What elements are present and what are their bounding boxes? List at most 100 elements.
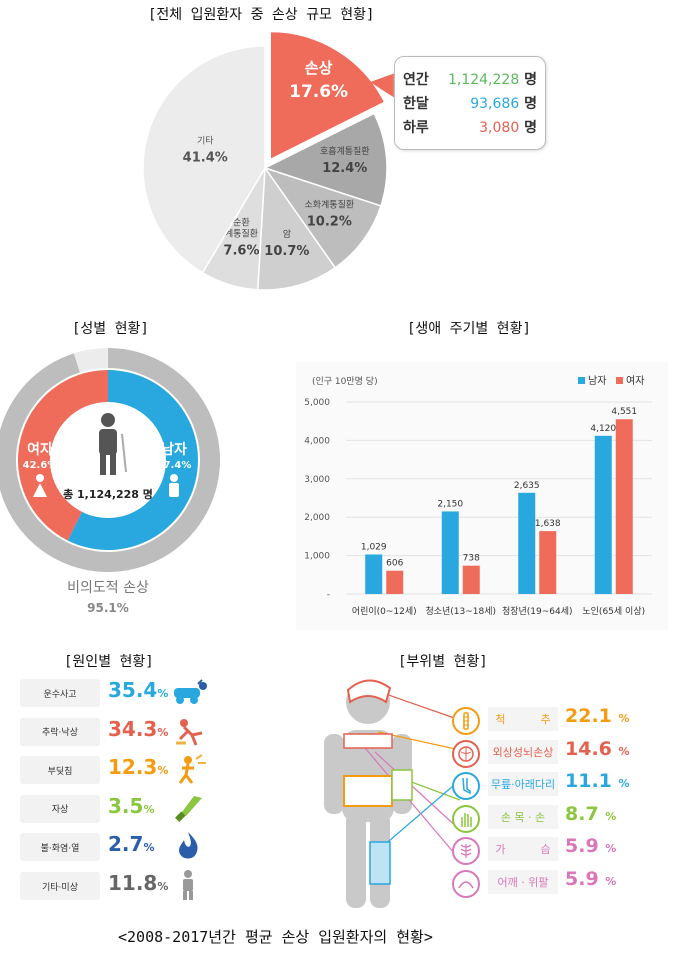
chest-icon (452, 837, 480, 865)
pie-slice-0 (269, 30, 386, 161)
bodypart-value: 11.1 % (565, 770, 630, 792)
bar-0-1 (441, 511, 459, 594)
pie-slice-value: 10.7% (264, 244, 309, 259)
person-icon (172, 869, 208, 901)
cause-label: 운수사고 (20, 679, 100, 707)
bar-value-label: 738 (463, 554, 480, 564)
summary-value: 1,124,228 명 (447, 72, 537, 88)
bar-unit-note: (인구 10만명 당) (312, 376, 378, 387)
pie-slice-value: 10.2% (307, 215, 352, 230)
gender-value: 42.6% (23, 460, 58, 471)
bar-1-1 (462, 565, 480, 594)
cause-row: 운수사고 35.4% (20, 676, 215, 710)
bodypart-label: 무릎·아래다리 (488, 772, 558, 796)
donut-hole (50, 402, 166, 518)
summary-label: 하루 (403, 120, 429, 136)
body-figure (324, 679, 461, 908)
summary-row: 연간 1,124,228 명 (403, 67, 537, 91)
bodypart-row: 척 추 22.1 % (450, 703, 650, 737)
bar-value-label: 606 (386, 559, 403, 569)
bar-value-label: 4,551 (611, 407, 637, 417)
bar-value-label: 2,150 (437, 499, 463, 509)
summary-row: 하루 3,080 명 (403, 115, 537, 139)
y-tick-label: 2,000 (304, 513, 330, 523)
pie-slice-label: 암 (283, 228, 291, 240)
collision-icon (172, 753, 208, 785)
bodypart-value: 5.9 % (565, 867, 617, 890)
injured-person-icon (99, 413, 127, 475)
bodypart-value: 22.1 % (565, 705, 630, 727)
pie-slice-2 (263, 166, 382, 269)
bodypart-row: 외상성뇌손상 14.6 % (450, 736, 650, 770)
inpatient-pie-chart: 손상 17.6% 호흡계통질환 12.4% 소화계통질환 10.2% 암 10.7% 순환계통질… (142, 30, 398, 291)
cause-label: 부딪침 (20, 756, 100, 785)
bar-0-0 (365, 554, 383, 594)
leg-icon (452, 772, 480, 800)
bodypart-row: 어깨 · 위팔 5.9 % (450, 866, 650, 900)
cause-value: 12.3% (108, 755, 169, 780)
pie-slice-value: 17.6% (289, 82, 348, 102)
male-icon (169, 474, 179, 497)
cause-value: 34.3% (108, 716, 169, 741)
bar-value-label: 2,635 (514, 481, 540, 491)
bar-1-3 (615, 419, 633, 594)
hand-icon (452, 804, 480, 833)
female-icon (33, 474, 47, 497)
cause-value: 35.4% (108, 678, 169, 702)
flame-icon (172, 830, 208, 862)
y-tick-label: 4,000 (304, 436, 330, 446)
gender-title: [성별 현황] (72, 321, 149, 337)
pie-slice-label: 소화계통질환 (304, 199, 354, 211)
cause-row: 부딪침 12.3% (20, 753, 215, 787)
pie-slice-label: 계통질환 (225, 227, 258, 239)
callout-pointer (370, 72, 398, 100)
falling-person-icon (172, 715, 208, 747)
bar-0-3 (594, 435, 612, 594)
main-title: [전체 입원환자 중 손상 규모 현황] (148, 7, 375, 23)
cause-row: 불·화염·열 2.7% (20, 830, 215, 864)
outer-ring-rest (73, 348, 108, 373)
bar-value-label: 1,029 (361, 542, 387, 552)
cause-row: 추락·낙상 34.3% (20, 715, 215, 749)
bodypart-row: 무릎·아래다리 11.1 % (450, 768, 650, 802)
knife-icon (172, 792, 208, 824)
bodypart-label: 척 추 (488, 707, 558, 731)
brain-icon (452, 739, 480, 768)
summary-label: 한달 (403, 96, 429, 112)
y-tick-label: 1,000 (304, 552, 330, 562)
legend-label: 남자 (588, 375, 606, 387)
gender-donut-chart: 총 1,124,228 명 남자 57.4% 여자 42.6% 비의도적 손상 95.1% (0, 348, 220, 615)
pie-slice-value: 7.6% (223, 243, 259, 258)
x-category-label: 청장년(19~64세) (502, 606, 573, 617)
pie-slice-value: 12.4% (322, 161, 367, 176)
cause-label: 불·화염·열 (20, 833, 100, 862)
bar-value-label: 1,638 (535, 519, 561, 529)
summary-value: 3,080 명 (479, 120, 537, 136)
y-tick-label: - (327, 590, 330, 600)
bodypart-row: 가 슴 5.9 % (450, 833, 650, 867)
bandages (343, 679, 413, 885)
pie-slice-value: 41.4% (183, 151, 228, 166)
cause-row: 자상 3.5% (20, 792, 215, 826)
spine-icon (452, 707, 480, 735)
x-category-label: 노인(65세 이상) (582, 606, 645, 617)
summary-row: 한달 93,686 명 (403, 91, 537, 115)
gender-label: 여자 (27, 441, 53, 458)
bar-value-label: 4,120 (590, 424, 616, 434)
y-tick-label: 5,000 (304, 398, 330, 408)
pie-slice-5 (142, 45, 266, 274)
pie-slice-3 (256, 165, 337, 291)
bodypart-label: 손 목 · 손 (488, 804, 558, 829)
summary-value: 93,686 명 (470, 96, 537, 112)
y-tick-label: 3,000 (304, 475, 330, 485)
bodypart-label: 외상성뇌손상 (488, 739, 558, 764)
outer-ring-label: 비의도적 손상 (67, 580, 149, 596)
pie-slice-label: 순환 (233, 216, 250, 228)
cause-value: 3.5% (108, 793, 155, 818)
legend-swatch (616, 377, 623, 384)
bodypart-value: 8.7 % (565, 802, 617, 825)
lifecycle-bar-chart: (인구 10만명 당) 5,000 4,000 3,000 2,000 1,000 - 1,0… (296, 362, 668, 630)
gender-label: 남자 (161, 441, 187, 458)
cause-row: 기타·미상 11.8% (20, 869, 215, 903)
